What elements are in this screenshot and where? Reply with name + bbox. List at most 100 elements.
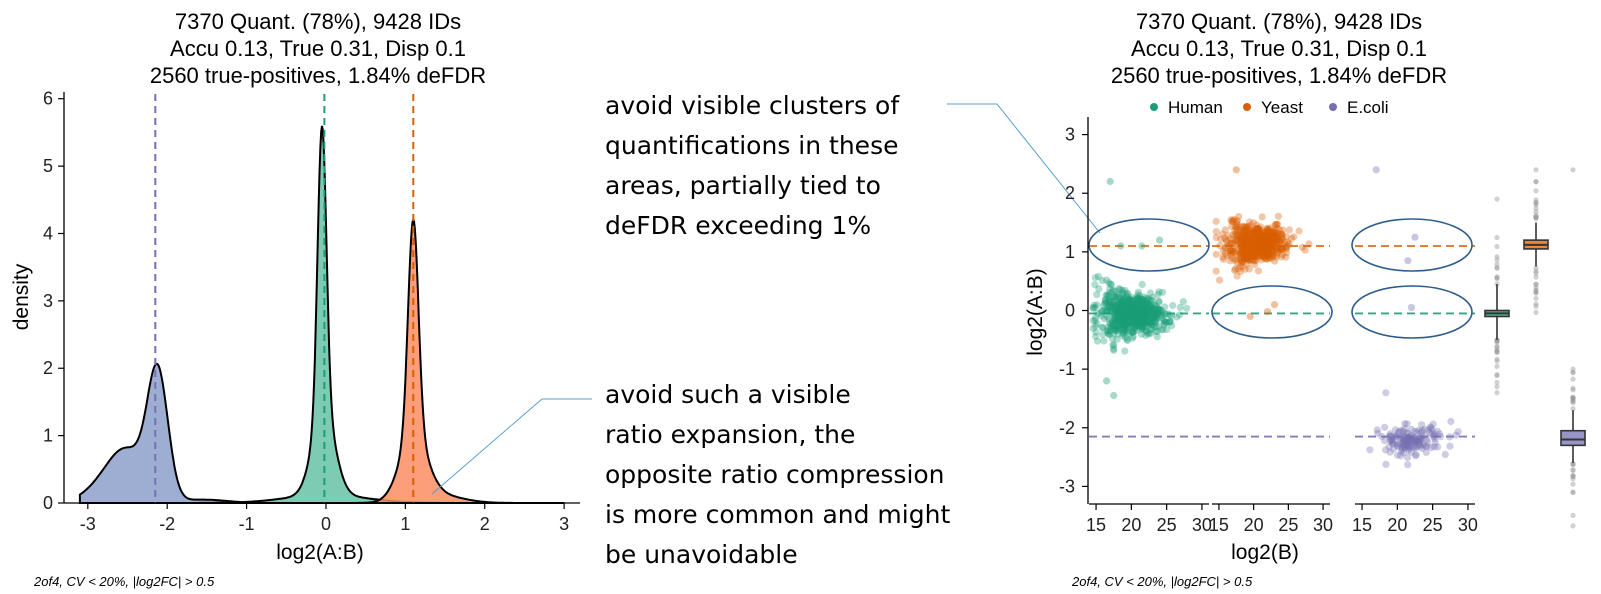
scatter-point-human <box>1109 303 1117 312</box>
scatter-point-yeast <box>1233 218 1241 226</box>
scatter-point-ecoli <box>1374 429 1382 437</box>
scatter-point-human <box>1139 315 1147 323</box>
scatter-point-human <box>1125 306 1133 314</box>
scatter-point-yeast <box>1233 221 1241 229</box>
scatter-point-yeast <box>1250 232 1258 241</box>
scatter-point-ecoli <box>1447 417 1455 426</box>
scatter-point-human <box>1102 276 1111 284</box>
note-top-line-3: areas, partially tied to <box>605 171 881 200</box>
scatter-point-ecoli <box>1429 420 1437 428</box>
scatter-point-yeast <box>1245 248 1254 256</box>
scatter-point-human <box>1137 307 1145 315</box>
scatter-point-yeast <box>1236 234 1244 242</box>
scatter-point-human <box>1092 328 1100 336</box>
scatter-point-human <box>1114 324 1122 332</box>
scatter-point-human <box>1149 310 1157 318</box>
scatter-point-human <box>1123 316 1131 324</box>
scatter-point-yeast <box>1265 251 1273 259</box>
scatter-point-yeast <box>1275 231 1283 239</box>
scatter-point-yeast <box>1228 250 1236 258</box>
scatter-point-human <box>1148 321 1156 329</box>
scatter-point-human <box>1143 301 1151 309</box>
scatter-point-human <box>1139 306 1147 314</box>
scatter-point-human <box>1109 302 1117 310</box>
scatter-point-human <box>1125 308 1133 316</box>
scatter-point-human <box>1143 302 1151 310</box>
scatter-point-human <box>1124 322 1133 330</box>
scatter-point-yeast <box>1256 243 1264 252</box>
scatter-point-yeast <box>1260 252 1268 260</box>
boxplot-outlier-human <box>1494 350 1500 356</box>
scatter-point-yeast <box>1233 255 1241 263</box>
scatter-point-yeast <box>1259 252 1267 261</box>
scatter-point-yeast <box>1272 251 1281 259</box>
scatter-point-yeast <box>1238 241 1246 250</box>
scatter-point-ecoli <box>1385 443 1393 451</box>
scatter-point-yeast <box>1255 229 1263 237</box>
scatter-point-human <box>1126 309 1134 317</box>
scatter-point-yeast <box>1260 251 1269 259</box>
scatter-point-human <box>1114 317 1122 325</box>
scatter-point-ecoli <box>1389 445 1397 453</box>
scatter-point-yeast <box>1237 254 1245 263</box>
scatter-point-yeast <box>1252 256 1260 265</box>
scatter-point-human <box>1124 290 1132 298</box>
scatter-point-ecoli <box>1410 439 1419 447</box>
scatter-point-human <box>1122 312 1131 320</box>
callout-line-bottom <box>431 398 592 495</box>
scatter-point-human <box>1139 299 1147 307</box>
scatter-point-yeast <box>1271 229 1279 237</box>
scatter-point-human <box>1128 311 1136 319</box>
scatter-point-yeast <box>1282 245 1290 253</box>
scatter-point-human <box>1142 323 1150 331</box>
scatter-point-yeast <box>1266 254 1274 262</box>
scatter-point-yeast <box>1263 252 1271 260</box>
scatter-point-ecoli <box>1395 428 1403 436</box>
scatter-point-yeast <box>1245 234 1254 242</box>
scatter-point-human <box>1137 305 1145 313</box>
boxplot-outlier-ecoli <box>1570 461 1576 467</box>
scatter-point-human <box>1118 297 1126 305</box>
scatter-point-ecoli <box>1381 437 1389 445</box>
scatter-title-line-1: 7370 Quant. (78%), 9428 IDs <box>1136 9 1422 34</box>
scatter-point-human <box>1120 301 1128 309</box>
scatter-point-human <box>1121 321 1129 329</box>
scatter-point-ecoli <box>1372 166 1380 174</box>
scatter-point-yeast <box>1279 242 1287 250</box>
scatter-point-yeast <box>1259 244 1268 252</box>
scatter-point-human <box>1161 319 1169 327</box>
scatter-point-human <box>1091 317 1099 325</box>
scatter-point-yeast <box>1266 242 1274 250</box>
scatter-point-ecoli <box>1399 441 1407 449</box>
scatter-point-ecoli <box>1428 426 1436 434</box>
scatter-point-yeast <box>1269 252 1277 260</box>
scatter-point-human <box>1129 313 1137 321</box>
scatter-point-ecoli <box>1404 438 1412 446</box>
scatter-point-human <box>1117 294 1125 303</box>
scatter-point-human <box>1149 314 1157 322</box>
scatter-point-human <box>1126 299 1134 307</box>
scatter-point-yeast <box>1245 256 1253 265</box>
scatter-point-human <box>1146 296 1154 304</box>
scatter-point-yeast <box>1253 236 1261 244</box>
scatter-point-human <box>1107 280 1115 288</box>
scatter-point-yeast <box>1236 250 1244 258</box>
scatter-point-yeast <box>1244 247 1252 255</box>
scatter-point-human <box>1150 305 1158 313</box>
scatter-point-ecoli <box>1373 426 1381 434</box>
scatter-point-yeast <box>1255 246 1263 254</box>
scatter-point-yeast <box>1262 244 1270 253</box>
scatter-point-human <box>1130 318 1138 326</box>
scatter-point-human <box>1120 316 1128 324</box>
scatter-point-yeast <box>1221 249 1230 257</box>
scatter-point-human <box>1109 330 1117 338</box>
scatter-point-human <box>1157 311 1165 319</box>
scatter-point-human <box>1123 303 1131 311</box>
scatter-point-human <box>1134 296 1142 304</box>
scatter-point-yeast <box>1239 237 1247 246</box>
scatter-point-yeast <box>1247 248 1255 256</box>
scatter-point-ecoli <box>1430 432 1438 441</box>
scatter-point-human <box>1128 328 1136 336</box>
scatter-point-ecoli <box>1425 425 1433 434</box>
scatter-point-human <box>1126 310 1134 319</box>
